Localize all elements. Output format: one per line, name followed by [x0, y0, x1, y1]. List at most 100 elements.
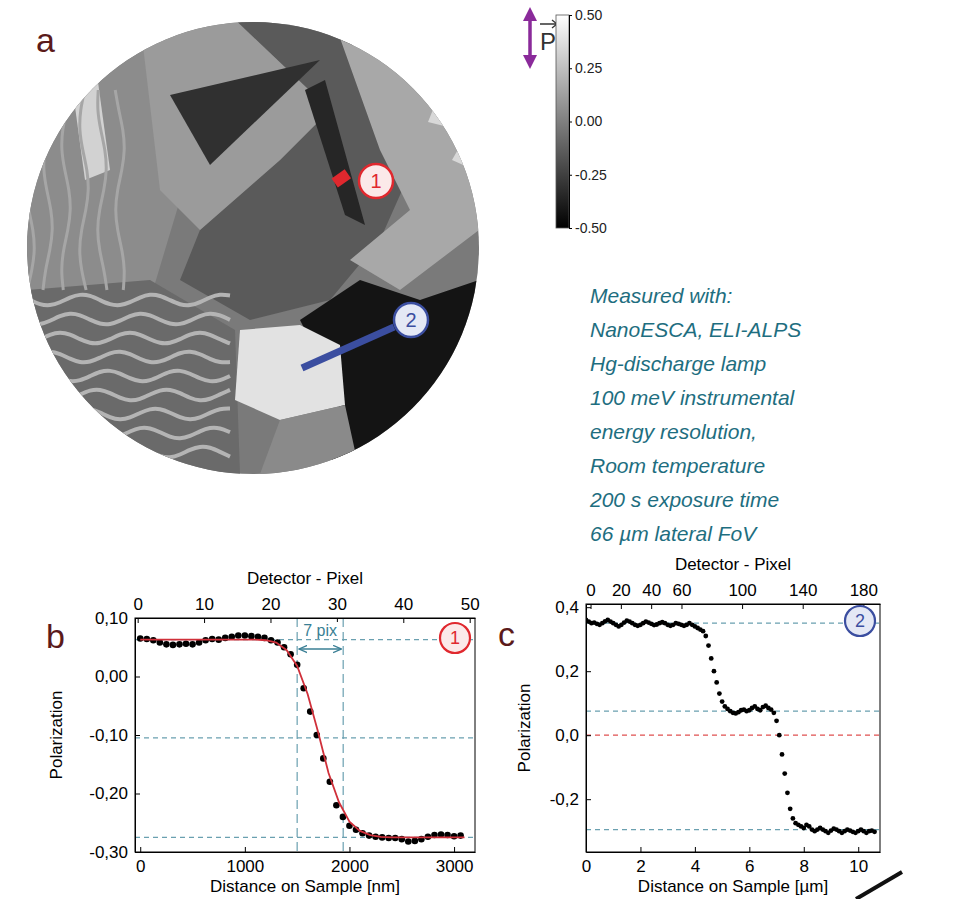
region-marker	[332, 169, 351, 187]
tick-mark	[140, 847, 141, 852]
image-texture	[62, 90, 71, 290]
tick-label: 0.00	[575, 113, 602, 129]
plot-frame	[586, 604, 880, 852]
data-point	[137, 635, 144, 642]
tick-mark	[695, 847, 696, 852]
tick: 0,10	[95, 609, 140, 628]
tick: 2000	[331, 847, 369, 876]
tick-mark	[858, 847, 859, 852]
x-axis-title: Distance on Sample [nm]	[210, 877, 400, 896]
data-point	[714, 680, 719, 685]
axis-line	[587, 604, 881, 605]
panel-label: a	[36, 21, 55, 59]
domain-image	[26, 10, 479, 474]
data-point	[717, 691, 722, 696]
data-point	[782, 771, 787, 776]
axis: 0100020003000	[136, 847, 476, 876]
colorbar	[556, 15, 569, 228]
tick-mark	[454, 847, 455, 852]
tick-label: 0.50	[575, 7, 602, 23]
image-texture	[30, 389, 230, 400]
tick: 20	[262, 595, 281, 623]
marker-label: 2	[405, 309, 416, 331]
data-point	[785, 790, 790, 795]
vector-arrow	[540, 20, 557, 28]
tick-label: 30	[328, 595, 347, 614]
tick-mark	[569, 15, 572, 16]
marker-label: 2	[855, 611, 865, 631]
data-point	[774, 718, 779, 723]
tick-mark	[569, 122, 572, 123]
tick: -0,20	[89, 784, 140, 803]
reference-line	[297, 618, 298, 852]
image-region	[140, 15, 330, 230]
data-point	[405, 838, 412, 845]
tick-label: 0	[586, 581, 595, 600]
marker-label: 1	[450, 628, 460, 648]
image-region	[330, 10, 479, 290]
tick-label: 10	[849, 857, 868, 876]
tick-label: -0.25	[575, 167, 607, 183]
image-texture	[30, 314, 230, 325]
profile-line	[302, 327, 394, 368]
image-region	[70, 60, 110, 180]
data-point	[706, 643, 711, 648]
tick: 0,00	[95, 667, 140, 686]
tick-label: 10	[195, 595, 214, 614]
tick-label: 40	[394, 595, 413, 614]
tick-label: 50	[461, 595, 480, 614]
tick-label: 0	[582, 857, 591, 876]
polarization-arrow	[528, 14, 532, 62]
axis: 01020304050	[133, 595, 479, 623]
tick-mark	[204, 618, 205, 623]
tick: 10	[195, 595, 214, 623]
tick-mark	[586, 799, 591, 800]
tick: 20	[612, 581, 631, 609]
tick-label: 40	[642, 581, 661, 600]
tick-label: 0,0	[555, 726, 579, 745]
data-point	[248, 633, 255, 640]
tick: 0	[136, 847, 145, 876]
tick-mark	[681, 604, 682, 609]
marker-badge	[440, 623, 470, 653]
axis: 0246810	[582, 847, 881, 876]
tick-label: -0.50	[575, 220, 607, 236]
tick-label: 140	[789, 581, 817, 600]
tick: 8	[800, 847, 809, 876]
tick-mark	[270, 618, 271, 623]
info-text: Room temperature	[590, 454, 765, 477]
image-texture	[30, 295, 230, 305]
tick: 4	[691, 847, 700, 876]
tick-mark	[135, 852, 140, 853]
data-point	[242, 632, 249, 639]
tick-label: 0	[136, 857, 145, 876]
data-point	[777, 733, 782, 738]
image-texture	[30, 371, 230, 381]
tick: 0,0	[555, 726, 591, 745]
tick-label: -0,10	[89, 726, 128, 745]
tick-label: 8	[800, 857, 809, 876]
reference-line	[135, 737, 475, 738]
tick-mark	[586, 607, 591, 608]
tick: 2	[636, 847, 645, 876]
image-texture	[98, 90, 107, 290]
tick-mark	[586, 735, 591, 736]
data-point	[872, 829, 877, 834]
tick-label: 1000	[226, 857, 264, 876]
tick-mark	[135, 618, 140, 619]
tick-mark	[749, 847, 750, 852]
tick-label: 0.25	[575, 60, 602, 76]
info-text: 66 µm lateral FoV	[590, 522, 758, 545]
decoration	[856, 872, 902, 899]
axis-line	[136, 852, 476, 853]
tick-label: 0,00	[95, 667, 128, 686]
axis-line	[136, 618, 476, 619]
image-region	[27, 280, 240, 474]
tick: -0.25	[569, 167, 607, 183]
image-texture	[30, 447, 230, 458]
tick-label: 180	[850, 581, 878, 600]
panel-label: b	[46, 617, 65, 655]
tick: 100	[728, 581, 756, 609]
image-texture	[30, 428, 230, 438]
tick-label: 2000	[331, 857, 369, 876]
